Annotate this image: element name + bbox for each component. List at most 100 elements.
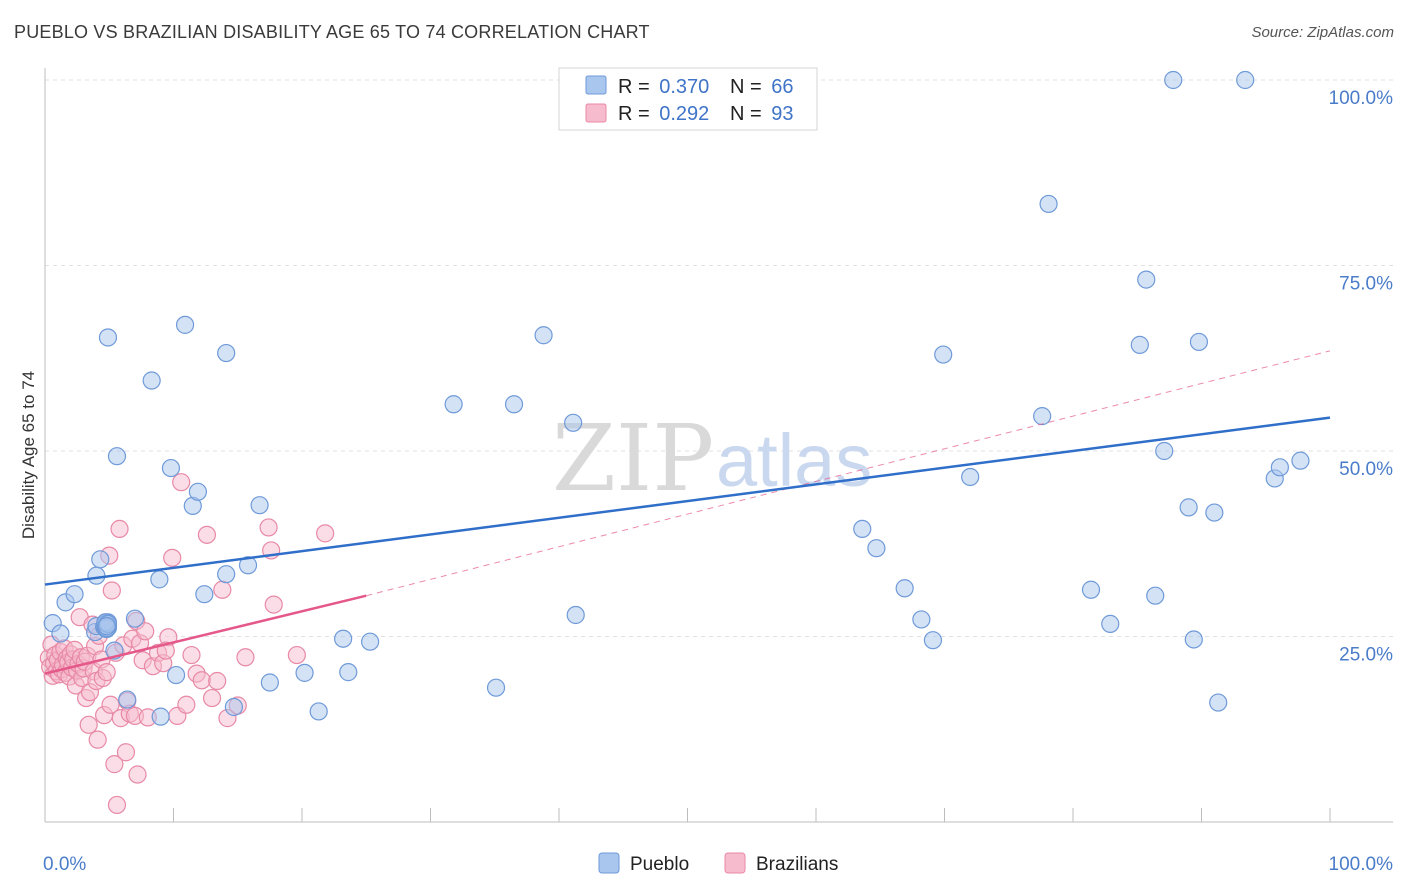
axes — [44, 68, 1393, 823]
brazilians-r-value: 0.292 — [659, 103, 709, 125]
brazilians-point — [208, 671, 227, 691]
pueblo-point — [142, 371, 161, 390]
pueblo-trend-line — [44, 416, 1331, 586]
y-tick-label: 75.0% — [1339, 274, 1393, 295]
brazilians-point — [192, 671, 211, 690]
pueblo-point — [1179, 498, 1198, 517]
brazilians-point — [102, 581, 121, 600]
brazilians-point — [105, 755, 124, 774]
brazilians-points — [39, 473, 335, 815]
pueblo-point — [1137, 270, 1156, 289]
brazilians-n-label: N = — [730, 103, 767, 125]
pueblo-point — [217, 343, 236, 363]
brazilians-swatch — [585, 103, 607, 123]
brazilians-point — [287, 645, 306, 665]
stats-legend: R = 0.370 N = 66 R = 0.292 N = 93 — [558, 67, 818, 131]
brazilians-trend-extension — [366, 350, 1331, 597]
brazilians-r-label: R = — [618, 103, 655, 125]
source-label: Source: ZipAtlas.com — [1251, 24, 1394, 41]
brazilians-point — [79, 715, 98, 734]
pueblo-point — [87, 566, 106, 585]
brazilians-point — [259, 518, 278, 537]
pueblo-point — [895, 579, 914, 598]
legend-brazilians-label: Brazilians — [756, 854, 838, 875]
x-tick-label-max: 100.0% — [1329, 854, 1394, 875]
y-tick-labels: 25.0% 50.0% 75.0% 100.0% — [1329, 88, 1394, 666]
pueblo-point — [118, 690, 137, 709]
pueblo-point — [1184, 630, 1203, 649]
pueblo-point — [339, 663, 358, 682]
brazilians-point — [136, 622, 155, 641]
brazilians-point — [97, 663, 116, 682]
brazilians-point — [128, 765, 147, 784]
brazilians-point — [182, 645, 201, 665]
pueblo-point — [309, 702, 328, 721]
pueblo-point — [295, 663, 314, 682]
brazilians-point — [116, 743, 136, 762]
pueblo-point — [486, 678, 506, 697]
pueblo-point — [150, 570, 169, 589]
y-tick-label: 50.0% — [1339, 459, 1393, 480]
pueblo-r-label: R = — [618, 76, 655, 98]
pueblo-point — [97, 617, 116, 636]
pueblo-point — [91, 550, 110, 569]
pueblo-point — [175, 315, 195, 334]
pueblo-point — [250, 496, 269, 515]
brazilians-point — [202, 688, 222, 708]
brazilians-n-row: N = 93 — [730, 103, 794, 125]
brazilians-point — [110, 519, 129, 539]
pueblo-point — [238, 556, 258, 575]
pueblo-point — [1155, 441, 1174, 461]
pueblo-point — [912, 610, 931, 629]
brazilians-point — [264, 595, 283, 614]
pueblo-point — [224, 697, 243, 717]
pueblo-point — [1164, 70, 1183, 90]
pueblo-point — [1033, 407, 1052, 426]
pueblo-point — [334, 629, 353, 648]
pueblo-point — [125, 609, 145, 628]
trend-lines — [44, 350, 1331, 675]
pueblo-point — [1130, 335, 1149, 354]
brazilians-point — [88, 730, 107, 749]
pueblo-point — [260, 673, 279, 692]
pueblo-r-row: R = 0.370 — [618, 76, 709, 98]
pueblo-point — [98, 328, 118, 347]
brazilians-point — [236, 648, 255, 667]
y-tick-label: 100.0% — [1329, 88, 1394, 109]
pueblo-point — [1205, 503, 1224, 522]
pueblo-n-row: N = 66 — [730, 76, 794, 98]
pueblo-point — [504, 395, 524, 414]
brazilians-point — [213, 580, 232, 599]
y-axis-title: Disability Age 65 to 74 — [19, 371, 38, 539]
pueblo-n-label: N = — [730, 76, 767, 98]
pueblo-point — [107, 447, 127, 466]
pueblo-point — [361, 632, 380, 651]
legend-brazilians-swatch — [724, 852, 746, 874]
pueblo-point — [534, 326, 553, 345]
pueblo-point — [961, 467, 980, 487]
pueblo-points — [43, 70, 1310, 726]
x-tick-label-min: 0.0% — [43, 854, 86, 875]
pueblo-point — [867, 539, 886, 558]
pueblo-point — [195, 585, 214, 604]
chart-title: PUEBLO VS BRAZILIAN DISABILITY AGE 65 TO… — [14, 22, 650, 42]
pueblo-point — [51, 624, 70, 643]
pueblo-point — [566, 605, 585, 625]
legend-pueblo-label: Pueblo — [630, 854, 689, 875]
pueblo-point — [217, 565, 236, 584]
pueblo-point — [1101, 614, 1120, 633]
pueblo-point — [1236, 70, 1255, 90]
pueblo-point — [161, 458, 181, 478]
brazilians-point — [107, 795, 127, 815]
pueblo-point — [1039, 194, 1058, 214]
pueblo-point — [65, 585, 84, 604]
brazilians-point — [316, 524, 335, 543]
brazilians-trend-line — [44, 594, 367, 675]
pueblo-point — [1291, 451, 1310, 470]
y-tick-label: 25.0% — [1339, 645, 1393, 666]
brazilians-point — [163, 548, 182, 567]
pueblo-point — [444, 395, 463, 414]
pueblo-point — [166, 665, 186, 685]
pueblo-point — [1270, 458, 1289, 477]
